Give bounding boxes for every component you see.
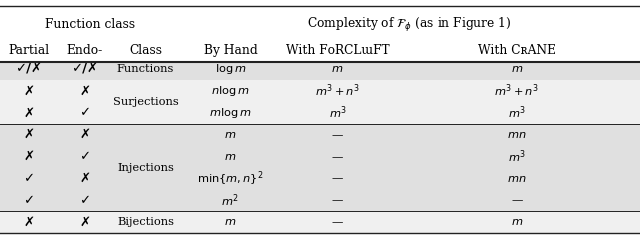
Text: With FᴏRCLɯFT: With FᴏRCLɯFT xyxy=(286,44,389,57)
Text: ✓: ✓ xyxy=(23,172,35,185)
Text: Functions: Functions xyxy=(117,64,174,74)
Text: $m$: $m$ xyxy=(511,217,523,227)
Text: —: — xyxy=(332,196,343,205)
Text: Function class: Function class xyxy=(45,18,134,31)
Text: $m$: $m$ xyxy=(332,64,344,74)
Text: —: — xyxy=(332,217,343,227)
Text: ✗: ✗ xyxy=(79,128,90,141)
Text: $m^3$: $m^3$ xyxy=(508,105,526,121)
Text: Endo-: Endo- xyxy=(67,44,103,57)
Bar xyxy=(0,124,640,212)
Text: ✓: ✓ xyxy=(79,150,90,163)
Text: Surjections: Surjections xyxy=(113,97,179,107)
Text: Injections: Injections xyxy=(117,163,174,173)
Text: —: — xyxy=(332,130,343,140)
Text: ✗: ✗ xyxy=(79,85,90,98)
Text: $mn$: $mn$ xyxy=(507,174,527,184)
Text: $\min\{m,n\}^2$: $\min\{m,n\}^2$ xyxy=(197,169,264,188)
Bar xyxy=(0,80,640,124)
Text: $m^2$: $m^2$ xyxy=(221,192,239,209)
Text: Bijections: Bijections xyxy=(117,217,174,227)
Text: $m^3$: $m^3$ xyxy=(328,105,347,121)
Text: —: — xyxy=(332,152,343,162)
Text: ✗: ✗ xyxy=(23,216,35,229)
Text: $m^3$: $m^3$ xyxy=(508,149,526,165)
Text: Partial: Partial xyxy=(8,44,49,57)
Text: With CʀANE: With CʀANE xyxy=(478,44,556,57)
Bar xyxy=(0,59,640,80)
Text: ✗: ✗ xyxy=(23,85,35,98)
Bar xyxy=(0,6,640,62)
Text: ✓/✗: ✓/✗ xyxy=(71,63,99,76)
Bar xyxy=(0,212,640,233)
Text: $m$: $m$ xyxy=(224,152,237,162)
Text: By Hand: By Hand xyxy=(204,44,257,57)
Text: ✗: ✗ xyxy=(23,106,35,120)
Text: —: — xyxy=(332,174,343,184)
Text: $m^3+n^3$: $m^3+n^3$ xyxy=(315,83,360,99)
Text: ✗: ✗ xyxy=(23,150,35,163)
Text: ✗: ✗ xyxy=(79,172,90,185)
Text: ✓: ✓ xyxy=(79,194,90,207)
Text: $\log m$: $\log m$ xyxy=(214,62,246,76)
Text: —: — xyxy=(511,196,522,205)
Text: Class: Class xyxy=(129,44,162,57)
Text: $n\log m$: $n\log m$ xyxy=(211,84,250,98)
Text: $m$: $m$ xyxy=(224,217,237,227)
Text: ✓: ✓ xyxy=(79,106,90,120)
Text: $m\log m$: $m\log m$ xyxy=(209,106,252,120)
Text: ✓/✗: ✓/✗ xyxy=(15,63,42,76)
Text: ✓: ✓ xyxy=(23,194,35,207)
Text: $m$: $m$ xyxy=(224,130,237,140)
Text: $mn$: $mn$ xyxy=(507,130,527,140)
Text: Complexity of $\mathcal{F}_\phi$ (as in Figure 1): Complexity of $\mathcal{F}_\phi$ (as in … xyxy=(307,16,512,34)
Text: $m^3+n^3$: $m^3+n^3$ xyxy=(494,83,540,99)
Text: ✗: ✗ xyxy=(23,128,35,141)
Text: $m$: $m$ xyxy=(511,64,523,74)
Text: ✗: ✗ xyxy=(79,216,90,229)
